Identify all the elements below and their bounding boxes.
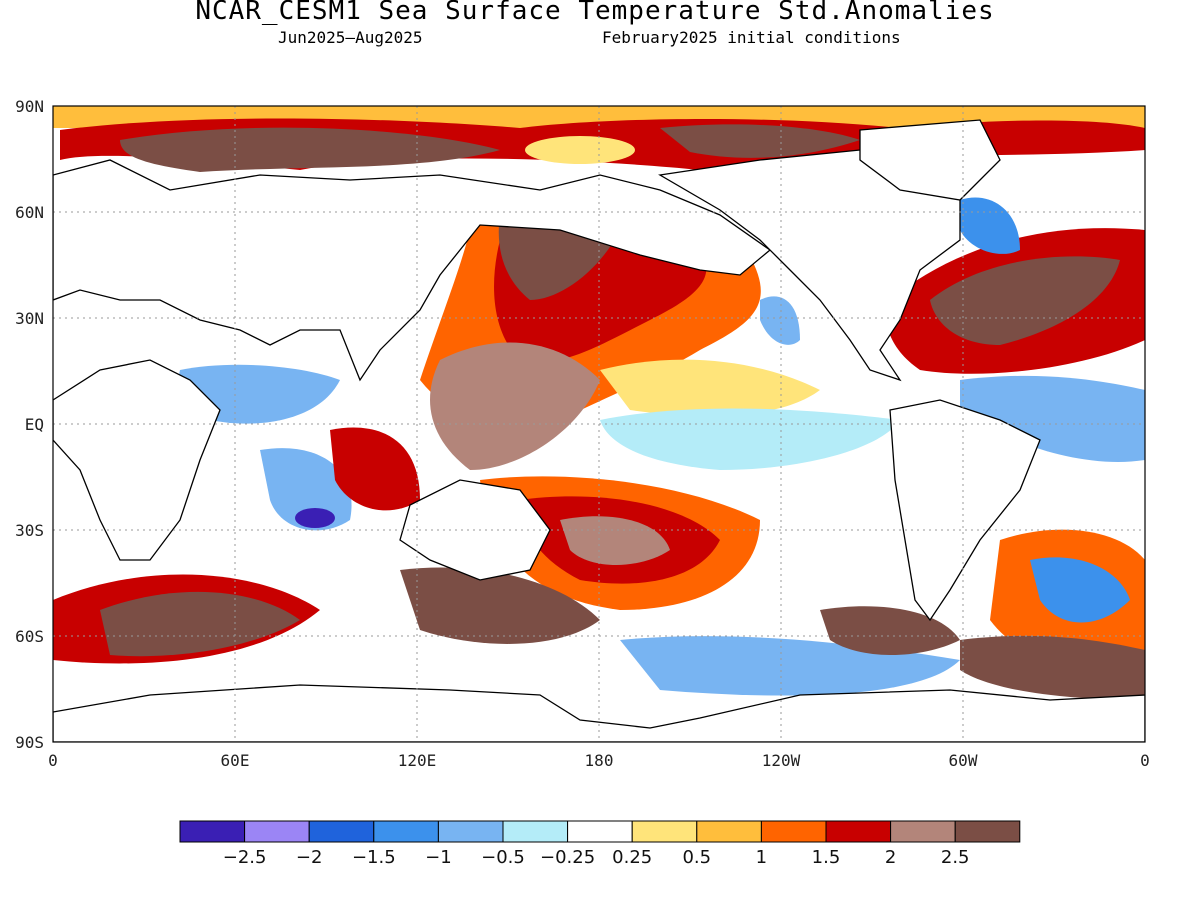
lat-label: 90N [15,97,44,116]
colorbar-tick-label: −0.25 [540,847,595,868]
south-america-land [889,399,1041,622]
colorbar-tick-label: −1.5 [352,847,396,868]
latitude-axis: 90N 60N 30N EQ 30S 60S 90S [15,97,44,752]
colorbar-tick-label: 2.5 [941,847,970,868]
indian-ocean-deep-blue [295,508,335,528]
colorbar-tick-label: 0.5 [682,847,711,868]
colorbar-tick-label: 2 [885,847,896,868]
central-pacific-yellow [600,359,820,416]
colorbar-swatch [308,820,375,843]
greenland-land [859,119,1001,201]
colorbar-legend: −2.5 −2 −1.5 −1 −0.5 −0.25 0.25 0.5 1 1.5 2 2.5 [179,820,1021,868]
west-pacific-pinkbrown [430,342,600,470]
colorbar-tick-label: 1.5 [812,847,841,868]
east-indian-red [330,427,420,511]
lon-label: 60W [949,751,978,770]
north-atlantic-brown [930,256,1120,345]
colorbar-tick-label: −0.5 [481,847,525,868]
labrador-sea-blue [960,197,1020,254]
indian-ocean-blue [260,448,352,531]
map-frame [52,105,1146,743]
south-atlantic-blue [1030,557,1130,623]
colorbar-tick-label: 0.25 [612,847,652,868]
forecast-period: Jun2025–Aug2025 [278,28,423,47]
south-pacific-pinkbrown [560,516,670,565]
colorbar-swatch [825,820,892,843]
tropical-atlantic-blue [960,375,1145,462]
south-indian-brown [100,591,300,657]
lon-label: 0 [48,751,58,770]
colorbar-swatch [244,820,310,843]
colorbar-swatch [631,820,698,843]
map-title: NCAR_CESM1 Sea Surface Temperature Std.A… [195,0,995,26]
eurasia-land [53,159,772,382]
lon-label: 120W [762,751,801,770]
colorbar-swatch [502,820,569,843]
initial-conditions: February2025 initial conditions [602,28,901,47]
antarctica-land [53,684,1145,742]
colorbar-tick-label: −2 [296,847,323,868]
arctic-brown-west [120,127,500,172]
lat-label: 30N [15,309,44,328]
lon-label: 60E [221,751,250,770]
lon-label: 180 [585,751,614,770]
colorbar-swatch [954,820,1021,843]
lat-label: 30S [15,521,44,540]
tasman-brown [400,567,600,644]
colorbar-tick-label: 1 [756,847,767,868]
ne-pacific-blue [760,296,800,345]
colorbar-swatch [567,820,633,843]
colorbar-swatch [373,820,439,843]
colorbar-tick-label: −1 [425,847,452,868]
africa-land [53,359,221,561]
map-area [53,106,1145,742]
lon-label: 120E [398,751,437,770]
arctic-brown-east [660,124,860,158]
south-pacific-brown [820,606,960,655]
lon-label: 0 [1140,751,1150,770]
colorbar-swatch [760,820,827,843]
lat-label: 60S [15,627,44,646]
equatorial-pacific-cool [600,408,900,470]
colorbar-tick-label: −2.5 [223,847,267,868]
south-atlantic-brown [960,635,1145,700]
lat-label: EQ [25,415,44,434]
colorbar-swatch [890,820,956,843]
lat-label: 90S [15,733,44,752]
colorbar-swatch [179,820,246,843]
lat-label: 60N [15,203,44,222]
colorbar-swatch [437,820,504,843]
colorbar-swatch [696,820,762,843]
land-masses [53,119,1145,742]
longitude-axis: 0 60E 120E 180 120W 60W 0 [48,751,1150,770]
gridlines [53,106,1145,742]
arctic-yellow-patch [525,136,635,164]
